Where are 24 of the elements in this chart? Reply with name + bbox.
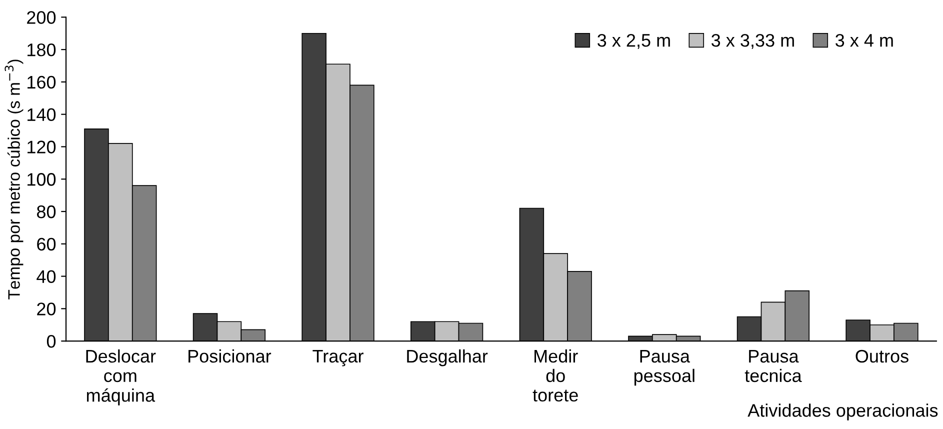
x-tick-label: Pausa tecnica bbox=[744, 350, 802, 382]
y-tick-label: 20 bbox=[37, 302, 56, 316]
x-tick-label: Posicionar bbox=[188, 349, 272, 363]
legend-label: 3 x 2,5 m bbox=[598, 34, 670, 49]
x-tick-label: Traçar bbox=[312, 350, 364, 366]
legend-label: 3 x 3,33 m bbox=[712, 34, 794, 49]
y-tick-label: 0 bbox=[46, 334, 56, 348]
x-axis-title: Atividades operacionais bbox=[748, 404, 938, 420]
y-tick-label: 140 bbox=[28, 108, 56, 122]
x-tick-label: Desgalhar bbox=[407, 349, 488, 366]
y-tick-label: 120 bbox=[28, 140, 56, 154]
x-tick-label: Outros bbox=[856, 350, 908, 363]
y-tick-label: 40 bbox=[36, 270, 56, 283]
y-tick-label: 100 bbox=[28, 173, 56, 186]
y-axis-title: Tempo por metro cúbico (s m$^{−3}$) bbox=[4, 60, 24, 300]
y-tick-label: 160 bbox=[28, 76, 56, 89]
y-tick-label: 60 bbox=[37, 238, 56, 251]
y-tick-label: 200 bbox=[27, 11, 56, 24]
legend-label: 3 x 4 m bbox=[836, 34, 893, 47]
y-tick-label: 80 bbox=[36, 205, 56, 218]
x-tick-label: Deslocar com máquina bbox=[86, 349, 156, 406]
x-tick-label: Pausa pessoal bbox=[634, 350, 694, 386]
x-tick-label: Medir do torete bbox=[532, 349, 578, 402]
y-tick-label: 180 bbox=[28, 43, 56, 56]
